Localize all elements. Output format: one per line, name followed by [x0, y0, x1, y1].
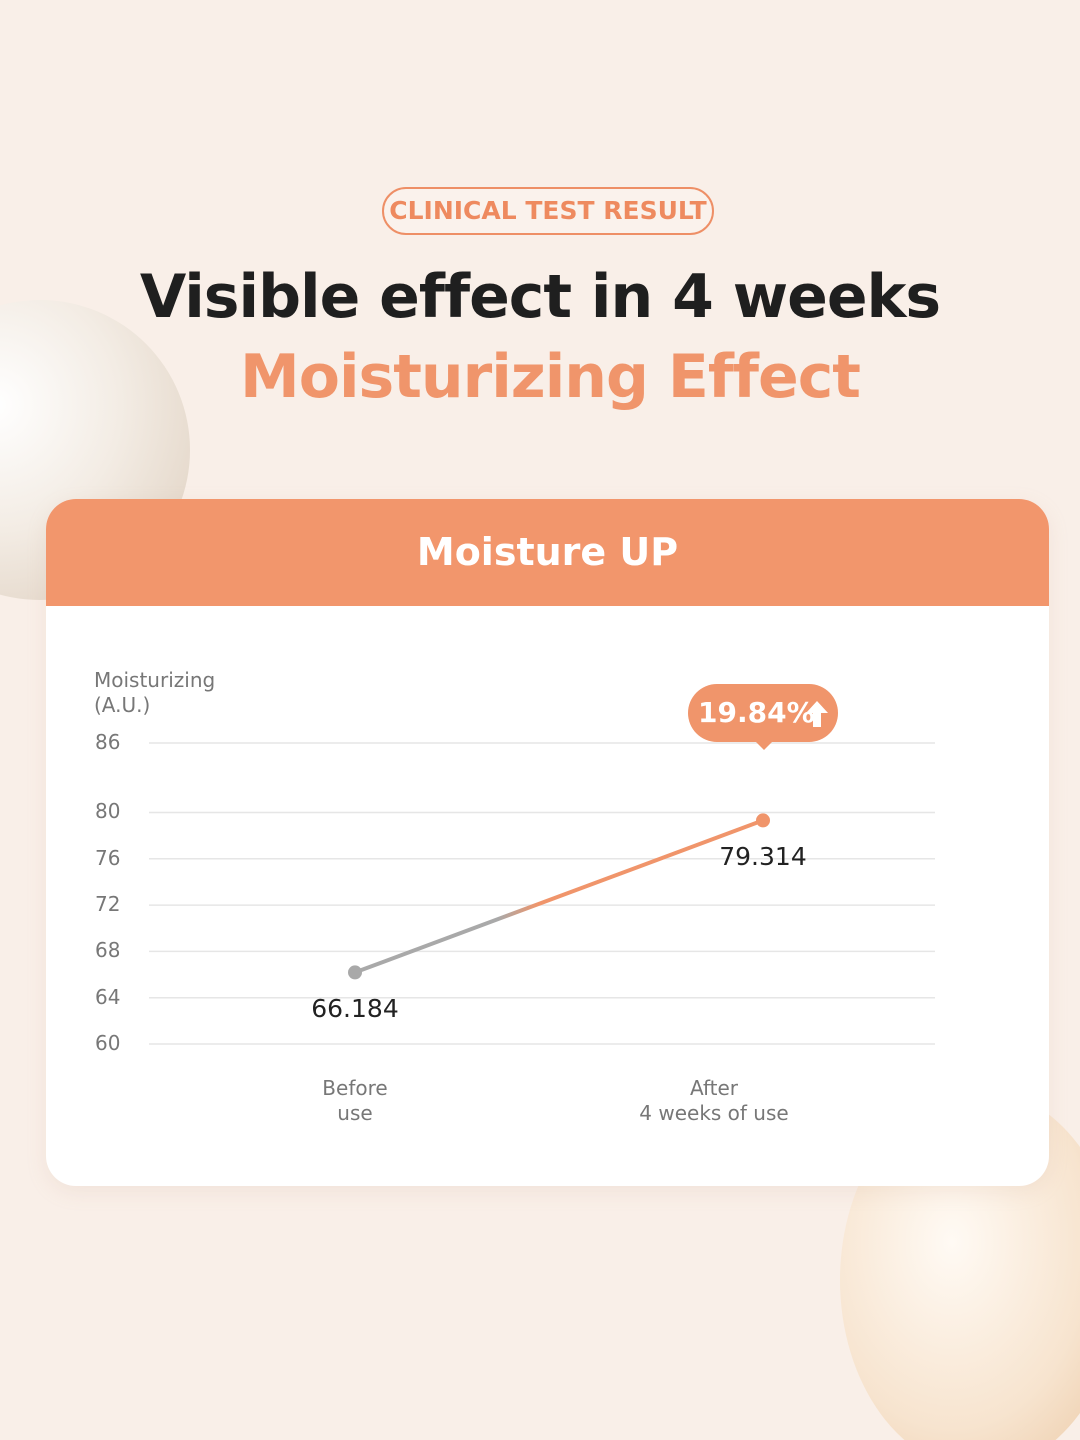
- card-header: Moisture UP: [46, 499, 1049, 606]
- bubble-pointer: [754, 740, 774, 750]
- headline: Visible effect in 4 weeks: [139, 262, 941, 332]
- value-label: 79.314: [719, 842, 807, 872]
- y-tick-label: 76: [95, 845, 121, 870]
- data-point: [756, 813, 770, 828]
- data-point: [348, 965, 362, 980]
- y-tick-label: 60: [95, 1031, 121, 1055]
- badge: CLINICAL TEST RESULT: [382, 187, 714, 235]
- y-tick-label: 80: [95, 799, 121, 824]
- subheadline: Moisturizing Effect: [240, 342, 861, 412]
- y-tick-label: 68: [95, 938, 121, 963]
- up-arrow-icon: [806, 701, 828, 727]
- value-label: 66.184: [311, 994, 399, 1024]
- x-tick-label: After 4 weeks of use: [639, 1076, 789, 1125]
- y-axis-label: Moisturizing (A.U.): [94, 668, 216, 717]
- y-tick-label: 64: [95, 984, 121, 1009]
- annotation-text: 19.84%: [698, 696, 815, 729]
- data-line: [354, 818, 764, 975]
- y-tick-label: 72: [95, 892, 121, 917]
- x-tick-label: Before use: [322, 1076, 388, 1125]
- y-tick-label: 86: [95, 730, 121, 754]
- chart-card: Moisture UP: [46, 499, 1049, 1186]
- annotation: 19.84%: [688, 684, 838, 750]
